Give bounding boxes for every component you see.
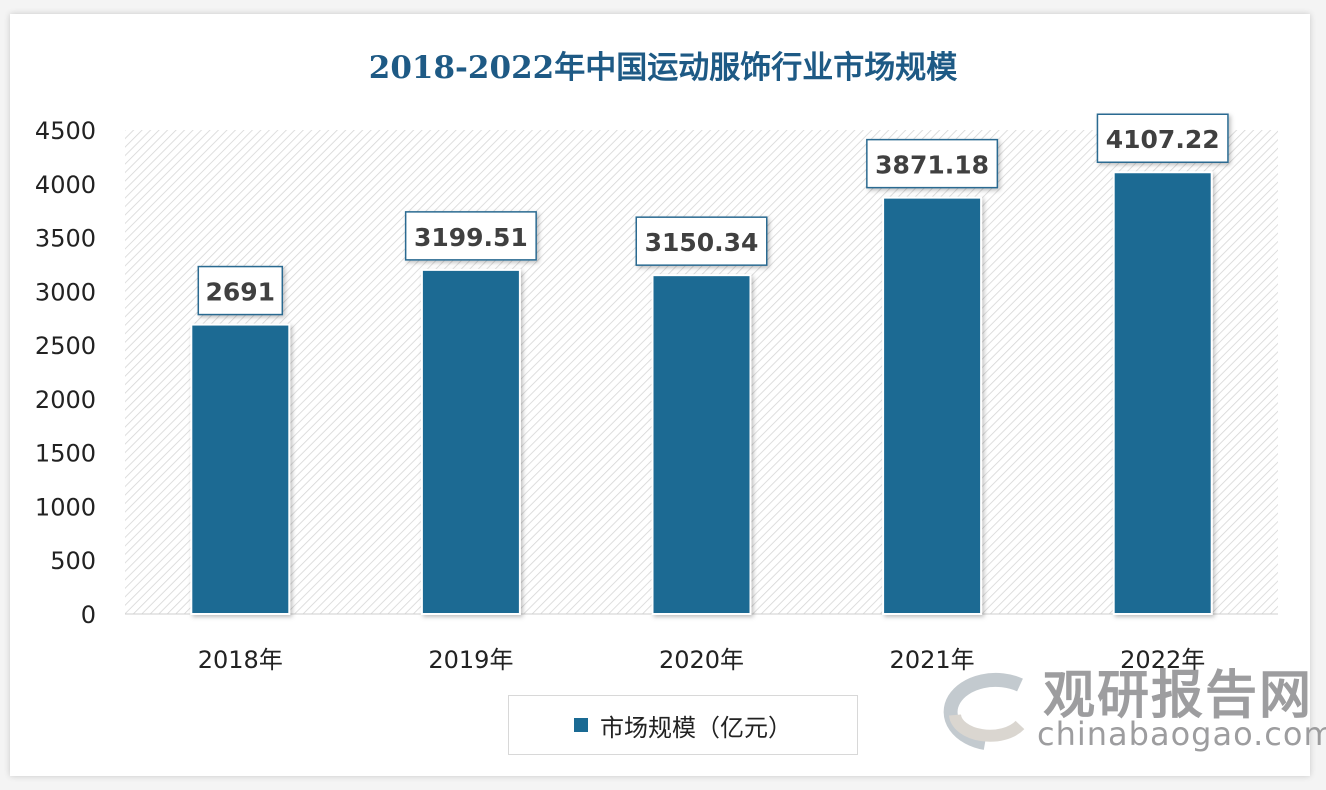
legend-swatch xyxy=(574,718,588,732)
logo-icon xyxy=(943,672,1025,750)
data-label-box xyxy=(1096,113,1229,163)
data-label-box xyxy=(404,211,537,261)
data-label-box xyxy=(197,265,284,316)
watermark-en: chinabaogao.com xyxy=(1037,715,1326,753)
x-tick-label: 2022年 xyxy=(1120,646,1205,674)
legend-label: 市场规模（亿元） xyxy=(600,713,792,742)
data-label: 3871.18 xyxy=(875,151,989,180)
y-tick-label: 3000 xyxy=(35,278,96,306)
watermark-cn: 观研报告网 xyxy=(1043,666,1314,726)
y-tick-label: 2000 xyxy=(35,386,96,414)
bar xyxy=(190,323,291,615)
y-tick-label: 4500 xyxy=(35,117,96,145)
watermark-logo: 观研报告网 chinabaogao.com xyxy=(925,655,1326,755)
y-tick-label: 2500 xyxy=(35,332,96,360)
y-tick-label: 0 xyxy=(81,601,96,629)
chart-title: 2018-2022年中国运动服饰行业市场规模 xyxy=(368,50,958,86)
bar xyxy=(651,274,752,615)
x-tick-label: 2019年 xyxy=(428,646,513,674)
bar xyxy=(882,196,983,615)
y-tick-label: 1500 xyxy=(35,440,96,468)
data-label: 3150.34 xyxy=(645,228,759,257)
x-tick-label: 2021年 xyxy=(890,646,975,674)
bar xyxy=(1112,171,1213,615)
y-tick-label: 3500 xyxy=(35,225,96,253)
y-tick-label: 1000 xyxy=(35,493,96,521)
legend: 市场规模（亿元） xyxy=(508,695,858,755)
data-label-box xyxy=(635,216,768,266)
x-tick-label: 2018年 xyxy=(198,646,283,674)
data-label: 2691 xyxy=(206,278,276,307)
y-tick-label: 4000 xyxy=(35,171,96,199)
data-label: 4107.22 xyxy=(1106,125,1220,154)
data-label-box xyxy=(866,138,999,189)
bar xyxy=(420,268,521,615)
y-tick-label: 500 xyxy=(50,547,96,575)
data-label: 3199.51 xyxy=(414,223,528,252)
x-tick-label: 2020年 xyxy=(659,646,744,674)
